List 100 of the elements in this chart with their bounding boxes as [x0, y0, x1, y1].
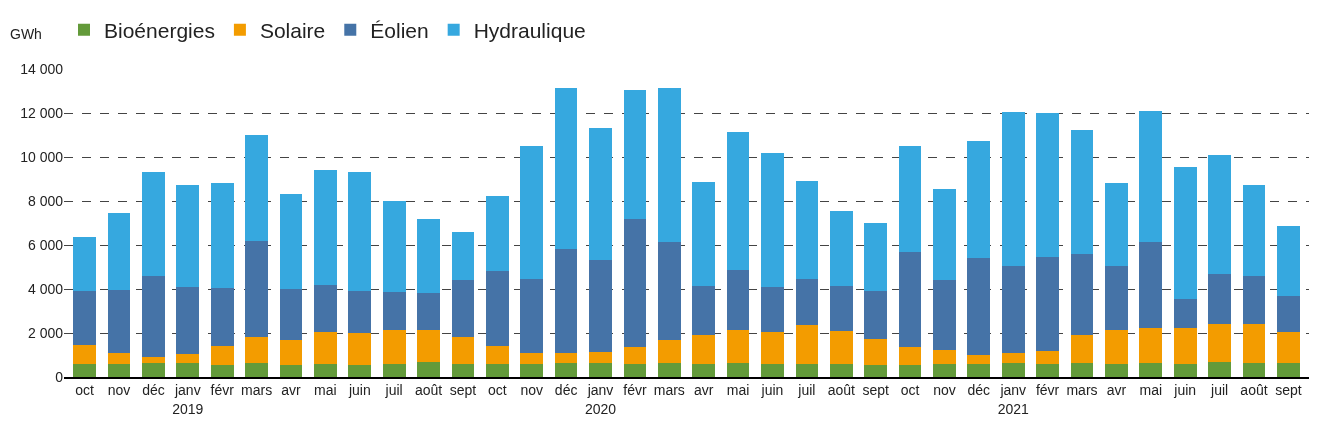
bar — [589, 260, 612, 352]
bar — [210, 287, 234, 347]
bar — [1036, 257, 1059, 351]
bar — [554, 249, 578, 353]
bar — [107, 363, 131, 377]
x-tick-label: août — [827, 382, 855, 399]
bar — [726, 270, 750, 330]
bar — [1036, 363, 1059, 377]
y-tick-label: 12 000 — [20, 104, 64, 121]
x-tick-label: mars — [241, 382, 273, 399]
y-tick-label: 10 000 — [20, 148, 64, 165]
x-tick-label: avr — [693, 382, 714, 399]
y-tick-label: 4 000 — [27, 280, 64, 297]
bar — [967, 258, 991, 355]
x-tick-label: déc — [554, 382, 578, 399]
bar — [1070, 335, 1094, 363]
bar — [314, 170, 337, 285]
bar — [176, 184, 200, 287]
x-tick-label: mai — [1139, 382, 1163, 399]
bar — [692, 335, 716, 364]
x-tick-label: janv 2020 — [584, 382, 617, 417]
x-tick-label: déc — [142, 382, 165, 399]
x-tick-label: juin — [760, 382, 784, 399]
bar — [245, 135, 268, 241]
bar — [382, 363, 406, 377]
bar — [485, 363, 509, 377]
bar — [1242, 275, 1266, 325]
bar — [795, 279, 819, 326]
bar — [1173, 327, 1197, 364]
bar — [348, 291, 372, 333]
bar — [107, 213, 131, 291]
bar — [795, 325, 819, 364]
bar — [279, 194, 303, 289]
bar — [1001, 111, 1025, 266]
x-tick-label: mars — [1066, 382, 1098, 399]
bar — [1070, 253, 1094, 336]
bar — [933, 363, 956, 377]
bar — [623, 218, 647, 348]
bar — [761, 363, 784, 377]
bar — [1070, 129, 1094, 254]
bar — [795, 363, 819, 377]
bar — [898, 251, 922, 348]
x-tick-label: nov — [107, 382, 131, 399]
bar — [933, 280, 956, 350]
bar — [279, 339, 303, 365]
bar — [245, 337, 268, 363]
x-tick-label: oct — [488, 382, 507, 399]
bar — [657, 241, 681, 340]
bar — [1105, 183, 1128, 266]
bar — [107, 352, 131, 364]
bar — [623, 89, 647, 219]
bar — [314, 284, 337, 332]
bar — [829, 330, 853, 364]
x-tick-label: janv 2019 — [172, 382, 204, 417]
bar — [657, 362, 681, 377]
bar — [348, 364, 372, 377]
bar — [933, 349, 956, 364]
bar — [451, 337, 475, 364]
bar — [520, 146, 544, 280]
bar — [554, 87, 578, 250]
bar — [864, 364, 888, 377]
bar — [520, 352, 544, 364]
bar — [898, 146, 922, 252]
bar — [1208, 324, 1231, 362]
bar — [520, 279, 544, 353]
x-tick-label: mai — [314, 382, 337, 399]
bar — [382, 329, 406, 364]
bar — [898, 364, 922, 377]
bar — [451, 363, 475, 377]
bar — [142, 362, 165, 377]
x-tick-label: août — [1240, 382, 1268, 399]
legend-label: Éolien — [370, 18, 429, 42]
x-tick-label: déc — [967, 382, 991, 399]
bar — [657, 87, 681, 242]
bar — [864, 223, 888, 292]
bar — [692, 182, 716, 286]
y-tick-label: 14 000 — [20, 60, 64, 77]
bar — [176, 362, 200, 377]
bar — [1277, 226, 1300, 296]
x-tick-label: nov — [520, 382, 544, 399]
bar — [1139, 241, 1163, 328]
bar — [1242, 324, 1266, 363]
bar — [417, 329, 440, 362]
bar — [142, 275, 165, 358]
bar — [1173, 298, 1197, 328]
bar — [623, 347, 647, 364]
bar — [314, 363, 337, 377]
y-tick-label: 2 000 — [27, 324, 64, 341]
x-tick-label: mai — [726, 382, 750, 399]
x-tick-label: oct — [900, 382, 920, 399]
bar — [554, 362, 578, 377]
bar — [795, 181, 819, 280]
legend-label: Solaire — [259, 18, 326, 42]
bar — [417, 293, 440, 330]
bar — [1277, 331, 1300, 363]
x-tick-label: févr — [210, 382, 235, 399]
bar — [967, 140, 991, 259]
bar — [967, 355, 991, 364]
x-tick-label: juin — [347, 382, 371, 399]
bar — [1105, 265, 1128, 330]
